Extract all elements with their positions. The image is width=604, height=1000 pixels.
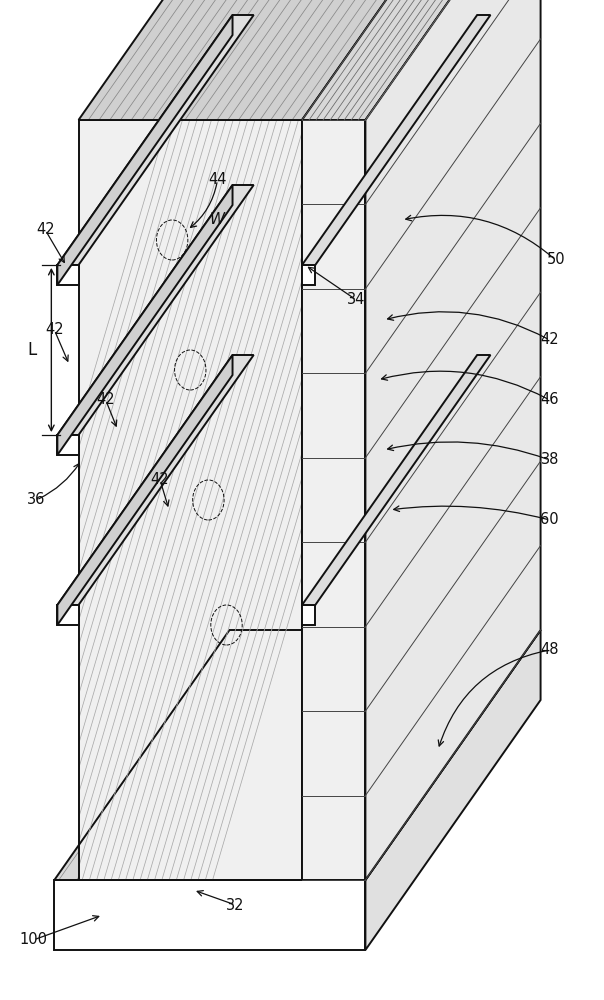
Text: 42: 42 (36, 223, 54, 237)
Text: 44: 44 (208, 172, 226, 188)
Polygon shape (302, 355, 490, 605)
Text: 50: 50 (547, 252, 565, 267)
Text: 36: 36 (27, 492, 45, 508)
Polygon shape (57, 185, 254, 435)
Polygon shape (57, 355, 254, 605)
Text: 48: 48 (541, 643, 559, 658)
Text: 100: 100 (19, 932, 47, 948)
Polygon shape (365, 0, 541, 880)
Polygon shape (79, 120, 302, 880)
Polygon shape (57, 15, 233, 285)
Text: 38: 38 (541, 452, 559, 468)
Text: 42: 42 (541, 332, 559, 348)
Polygon shape (302, 0, 477, 880)
Polygon shape (302, 15, 490, 265)
Polygon shape (302, 605, 315, 625)
Polygon shape (54, 880, 365, 950)
Text: 42: 42 (97, 392, 115, 408)
Polygon shape (57, 15, 254, 265)
Text: 60: 60 (541, 512, 559, 528)
Polygon shape (57, 355, 233, 625)
Polygon shape (57, 185, 233, 455)
Polygon shape (54, 630, 541, 880)
Text: L: L (27, 341, 37, 359)
Polygon shape (302, 0, 541, 120)
Polygon shape (57, 605, 79, 625)
Polygon shape (57, 265, 79, 285)
Text: W: W (210, 213, 225, 228)
Polygon shape (57, 435, 79, 455)
Polygon shape (365, 630, 541, 950)
Text: 34: 34 (347, 292, 365, 308)
Polygon shape (302, 120, 365, 880)
Text: 42: 42 (45, 322, 63, 338)
Text: 32: 32 (226, 898, 245, 912)
Text: 46: 46 (541, 392, 559, 408)
Text: 42: 42 (151, 473, 169, 488)
Polygon shape (79, 0, 477, 120)
Polygon shape (302, 265, 315, 285)
